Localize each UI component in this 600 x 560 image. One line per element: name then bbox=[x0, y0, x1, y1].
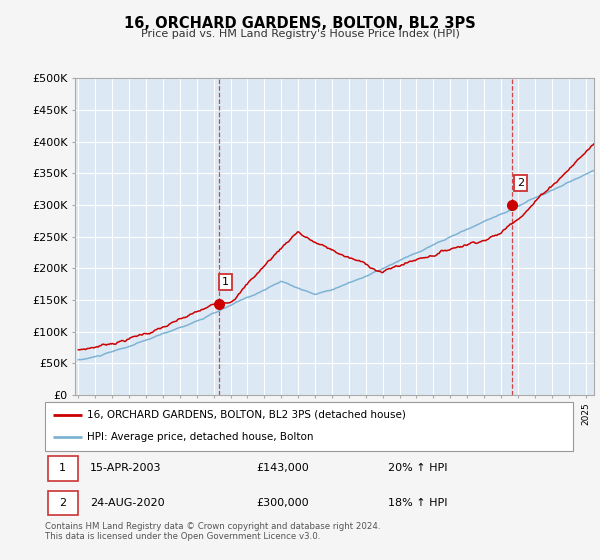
Text: 2: 2 bbox=[59, 498, 66, 508]
Text: 24-AUG-2020: 24-AUG-2020 bbox=[90, 498, 164, 508]
FancyBboxPatch shape bbox=[45, 402, 573, 451]
Text: £300,000: £300,000 bbox=[256, 498, 309, 508]
Text: 18% ↑ HPI: 18% ↑ HPI bbox=[388, 498, 448, 508]
Text: 1: 1 bbox=[222, 277, 229, 287]
Text: 15-APR-2003: 15-APR-2003 bbox=[90, 464, 161, 473]
FancyBboxPatch shape bbox=[47, 456, 78, 480]
Text: 16, ORCHARD GARDENS, BOLTON, BL2 3PS: 16, ORCHARD GARDENS, BOLTON, BL2 3PS bbox=[124, 16, 476, 31]
FancyBboxPatch shape bbox=[47, 491, 78, 515]
Text: Price paid vs. HM Land Registry's House Price Index (HPI): Price paid vs. HM Land Registry's House … bbox=[140, 29, 460, 39]
Text: 16, ORCHARD GARDENS, BOLTON, BL2 3PS (detached house): 16, ORCHARD GARDENS, BOLTON, BL2 3PS (de… bbox=[87, 410, 406, 420]
Text: 20% ↑ HPI: 20% ↑ HPI bbox=[388, 464, 448, 473]
Text: £143,000: £143,000 bbox=[256, 464, 309, 473]
Text: Contains HM Land Registry data © Crown copyright and database right 2024.
This d: Contains HM Land Registry data © Crown c… bbox=[45, 522, 380, 542]
Text: HPI: Average price, detached house, Bolton: HPI: Average price, detached house, Bolt… bbox=[87, 432, 314, 442]
Text: 2: 2 bbox=[517, 178, 524, 188]
Text: 1: 1 bbox=[59, 464, 66, 473]
